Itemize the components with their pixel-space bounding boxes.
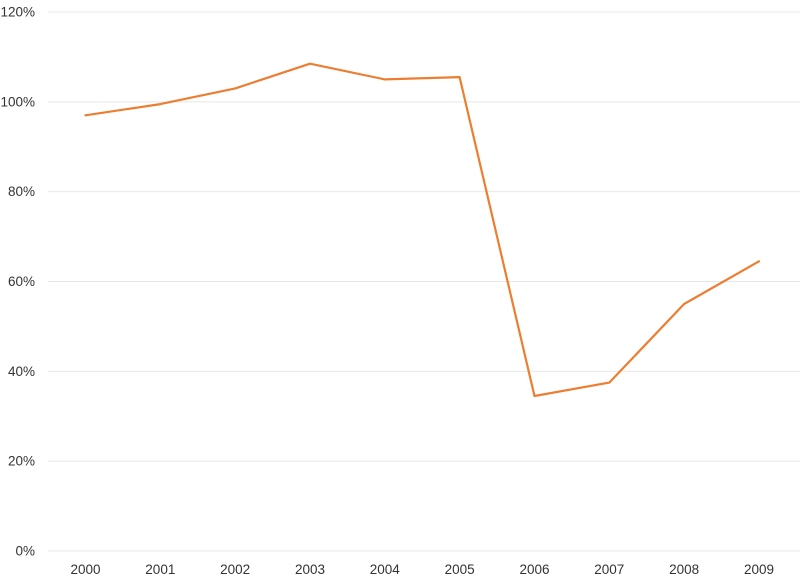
y-axis-tick-label: 20% [8,454,35,469]
x-axis-tick-label: 2000 [70,562,100,577]
y-axis-tick-label: 40% [8,364,35,379]
x-axis-tick-label: 2001 [145,562,175,577]
y-axis-tick-label: 80% [8,184,35,199]
y-axis-tick-label: 100% [0,94,35,109]
x-axis-tick-label: 2005 [445,562,475,577]
x-axis-tick-label: 2002 [220,562,250,577]
x-axis-tick-label: 2008 [669,562,699,577]
y-axis-tick-label: 120% [0,5,35,20]
x-axis-tick-label: 2003 [295,562,325,577]
data-series-line [84,62,761,398]
y-axis-tick-label: 60% [8,274,35,289]
y-axis-tick-label: 0% [15,544,35,559]
x-axis-tick-label: 2009 [744,562,774,577]
x-axis-tick-label: 2007 [594,562,624,577]
x-axis-tick-label: 2004 [370,562,401,577]
x-axis-tick-label: 2006 [519,562,549,577]
